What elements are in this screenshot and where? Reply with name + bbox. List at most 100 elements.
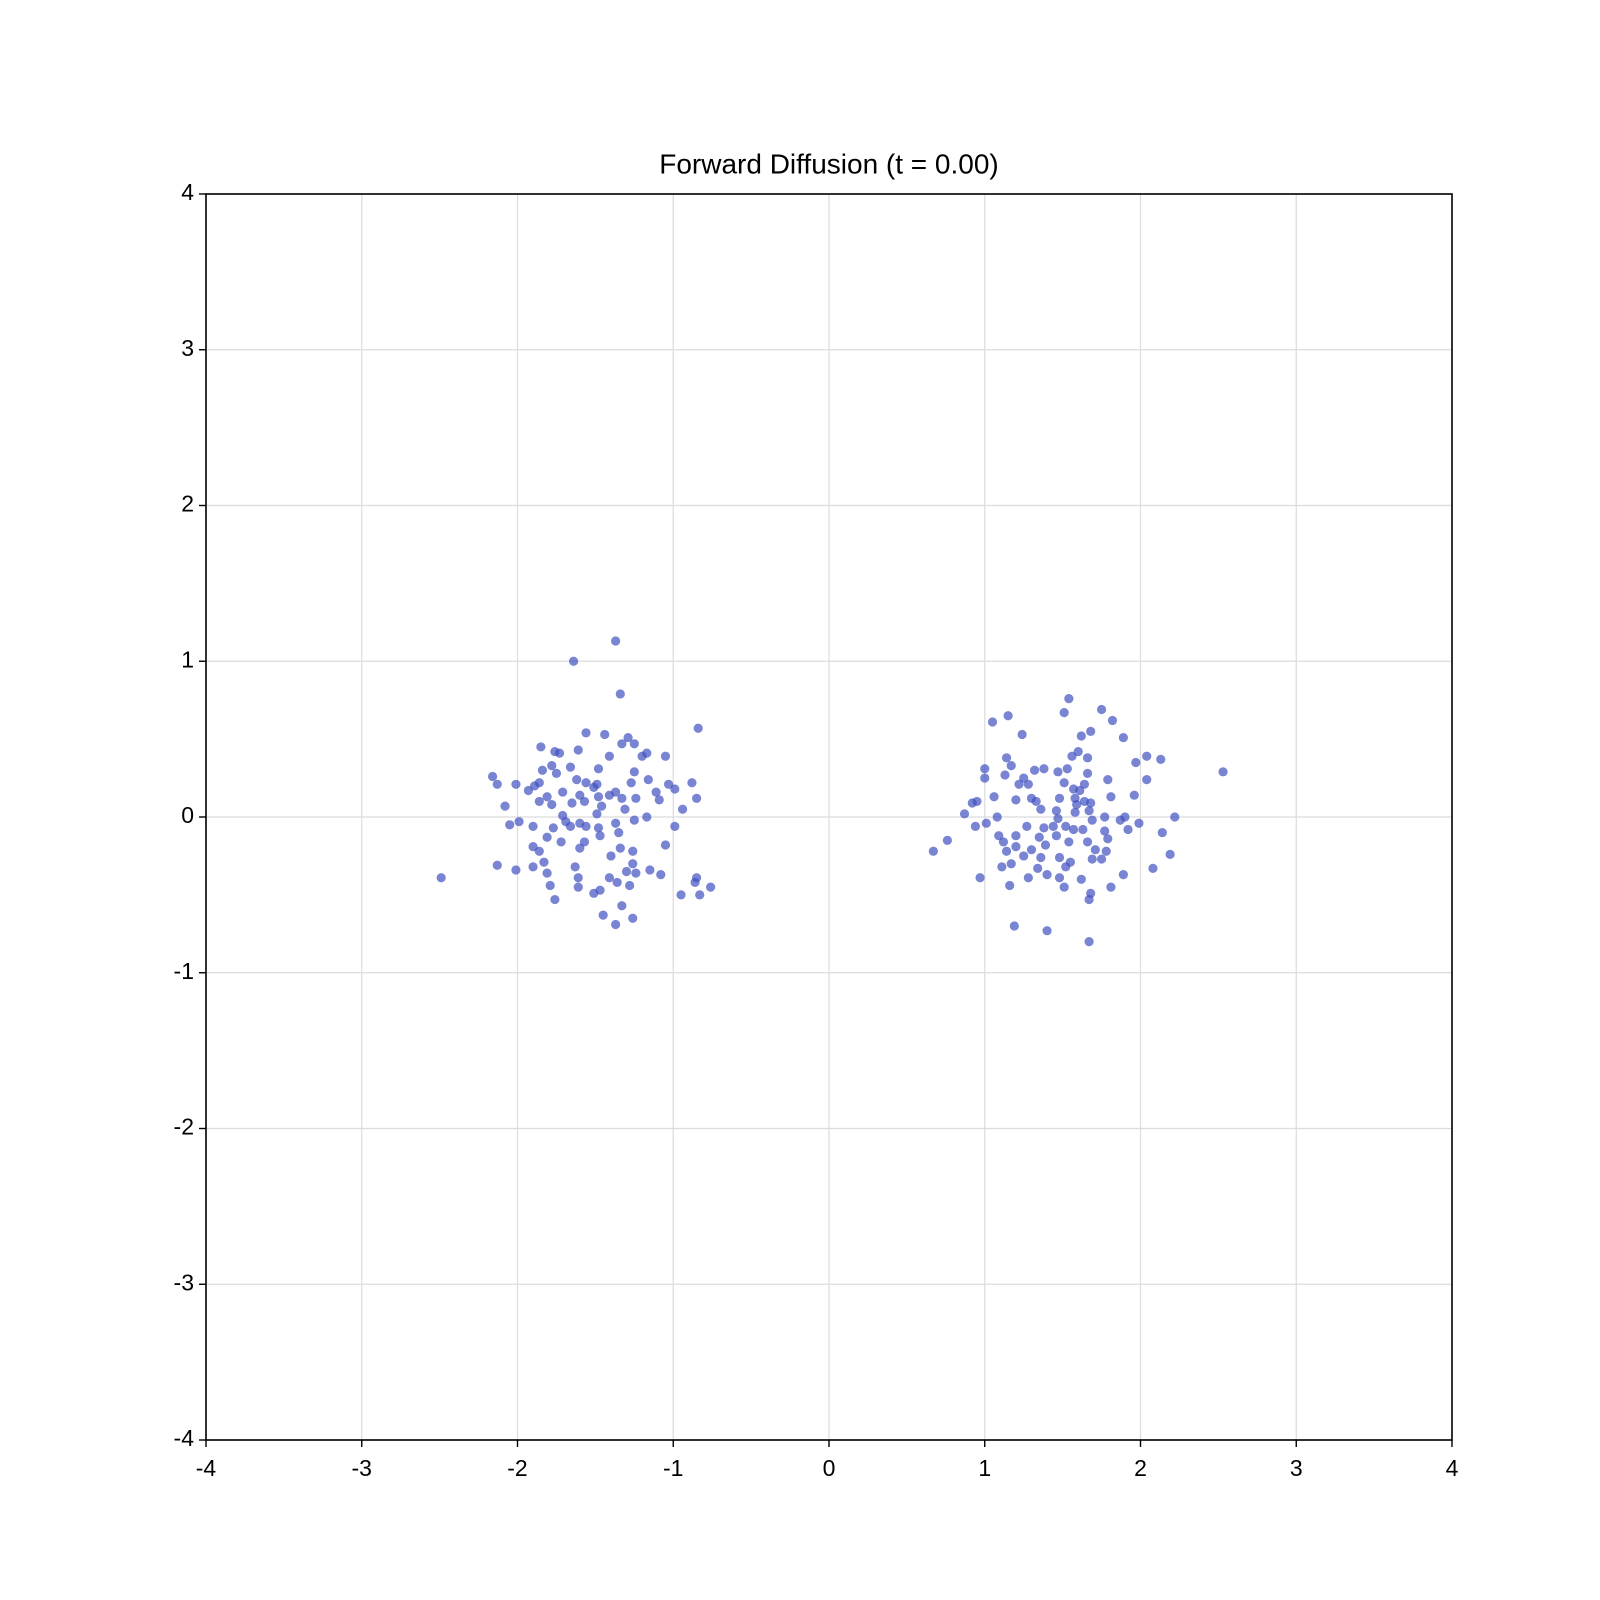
point [1072, 799, 1082, 810]
point [1157, 827, 1167, 838]
point [1123, 824, 1133, 835]
point [534, 796, 544, 807]
point [626, 778, 636, 788]
point [1129, 790, 1139, 800]
point [1131, 757, 1141, 768]
point [676, 890, 686, 900]
point [1148, 863, 1158, 873]
point [980, 764, 990, 774]
point [556, 837, 566, 847]
point [593, 792, 604, 802]
point [1061, 862, 1071, 872]
point [573, 873, 583, 883]
point [1100, 826, 1110, 836]
point [1142, 751, 1152, 761]
point [629, 815, 639, 825]
point [528, 862, 538, 872]
point [1118, 732, 1128, 743]
point [606, 851, 616, 861]
point [1084, 937, 1094, 947]
point [1170, 812, 1180, 822]
point [514, 817, 524, 827]
x-tick-label: -4 [196, 1455, 217, 1481]
point [1096, 854, 1107, 864]
point [980, 773, 990, 783]
point [528, 821, 538, 831]
point [604, 873, 614, 883]
point [942, 835, 952, 845]
point [1086, 798, 1096, 808]
point [615, 689, 625, 699]
point [1067, 751, 1077, 761]
point [1000, 770, 1010, 780]
point [1029, 765, 1040, 775]
point [1087, 854, 1097, 864]
point [1218, 767, 1228, 777]
point [992, 812, 1002, 822]
point [651, 787, 661, 797]
point [1023, 779, 1033, 789]
point [656, 870, 666, 880]
point [1087, 815, 1097, 825]
point [1009, 921, 1019, 931]
point [1101, 846, 1111, 856]
point [579, 796, 590, 807]
point [1084, 894, 1094, 905]
point [593, 823, 604, 833]
point [534, 846, 544, 856]
point [1042, 926, 1052, 936]
point [695, 890, 705, 900]
point [551, 768, 562, 778]
point [492, 779, 502, 789]
point [542, 792, 552, 802]
point [628, 859, 638, 869]
point [1082, 768, 1093, 778]
point [660, 840, 671, 850]
point [623, 732, 633, 743]
point [598, 910, 608, 920]
point [1064, 694, 1074, 704]
point [1106, 882, 1116, 892]
y-tick-label: 0 [181, 802, 194, 828]
point [997, 862, 1007, 872]
point [547, 799, 557, 810]
point [1107, 715, 1118, 726]
point [998, 837, 1009, 847]
point [677, 804, 688, 814]
point [1006, 761, 1016, 771]
point [1023, 873, 1033, 883]
point [1054, 852, 1065, 863]
point [572, 775, 582, 785]
point [1142, 775, 1152, 785]
point [617, 739, 627, 749]
point [989, 792, 999, 802]
x-tick-label: 4 [1446, 1455, 1459, 1481]
point [1054, 873, 1065, 883]
point [1003, 711, 1013, 721]
ticks: -4 -3 -2 -1 0 1 2 3 4 -4 -3 -2 -1 0 1 2 3 4 [174, 179, 1459, 1481]
point [545, 880, 555, 891]
point [643, 775, 653, 785]
y-tick-label: -2 [174, 1114, 194, 1140]
point [687, 778, 697, 788]
point [611, 919, 621, 930]
point [975, 873, 985, 883]
point [970, 821, 981, 831]
point [1042, 870, 1052, 880]
point [612, 877, 622, 888]
point [1006, 859, 1016, 869]
point [987, 717, 998, 727]
point [554, 748, 565, 758]
point [539, 857, 549, 867]
point [542, 832, 552, 842]
point [597, 801, 607, 811]
point [581, 728, 591, 738]
x-tick-label: 3 [1290, 1455, 1303, 1481]
y-tick-label: -4 [174, 1425, 195, 1451]
point [690, 877, 700, 888]
point [592, 809, 602, 819]
point [1001, 753, 1012, 763]
point [1040, 840, 1051, 850]
point [593, 764, 604, 774]
